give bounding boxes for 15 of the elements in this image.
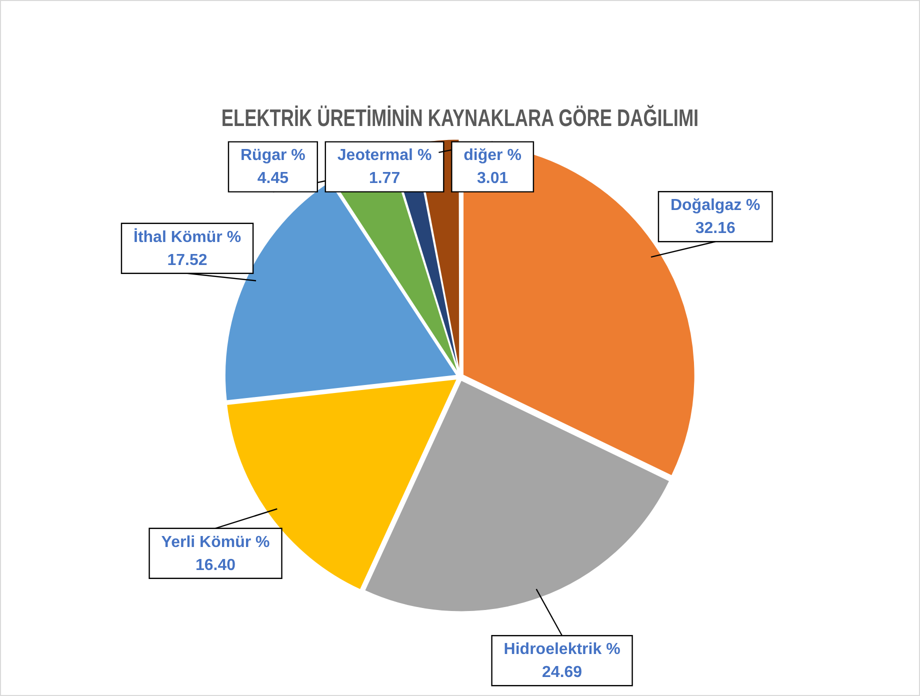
data-label: 16.40 [196, 556, 236, 574]
slice-label: İthal Kömür % [133, 228, 242, 246]
data-label: 32.16 [695, 220, 736, 238]
slice-label: Rügar % [240, 147, 306, 164]
data-label: 17.52 [167, 252, 208, 269]
slice-label: diğer % [464, 147, 522, 164]
slice-label: Hidroelektrik % [504, 641, 620, 658]
data-label: 4.45 [257, 170, 289, 188]
slice-label: Jeotermal % [337, 147, 432, 164]
data-label: 3.01 [476, 170, 508, 188]
slice-label: Doğalgaz % [670, 197, 760, 214]
slice-label: Yerli Kömür % [161, 534, 270, 551]
data-label: 1.77 [368, 170, 400, 188]
data-label: 24.69 [542, 664, 582, 682]
chart-title: ELEKTRİK ÜRETİMİNİN KAYNAKLARA GÖRE DAĞILIMI [221, 104, 699, 132]
